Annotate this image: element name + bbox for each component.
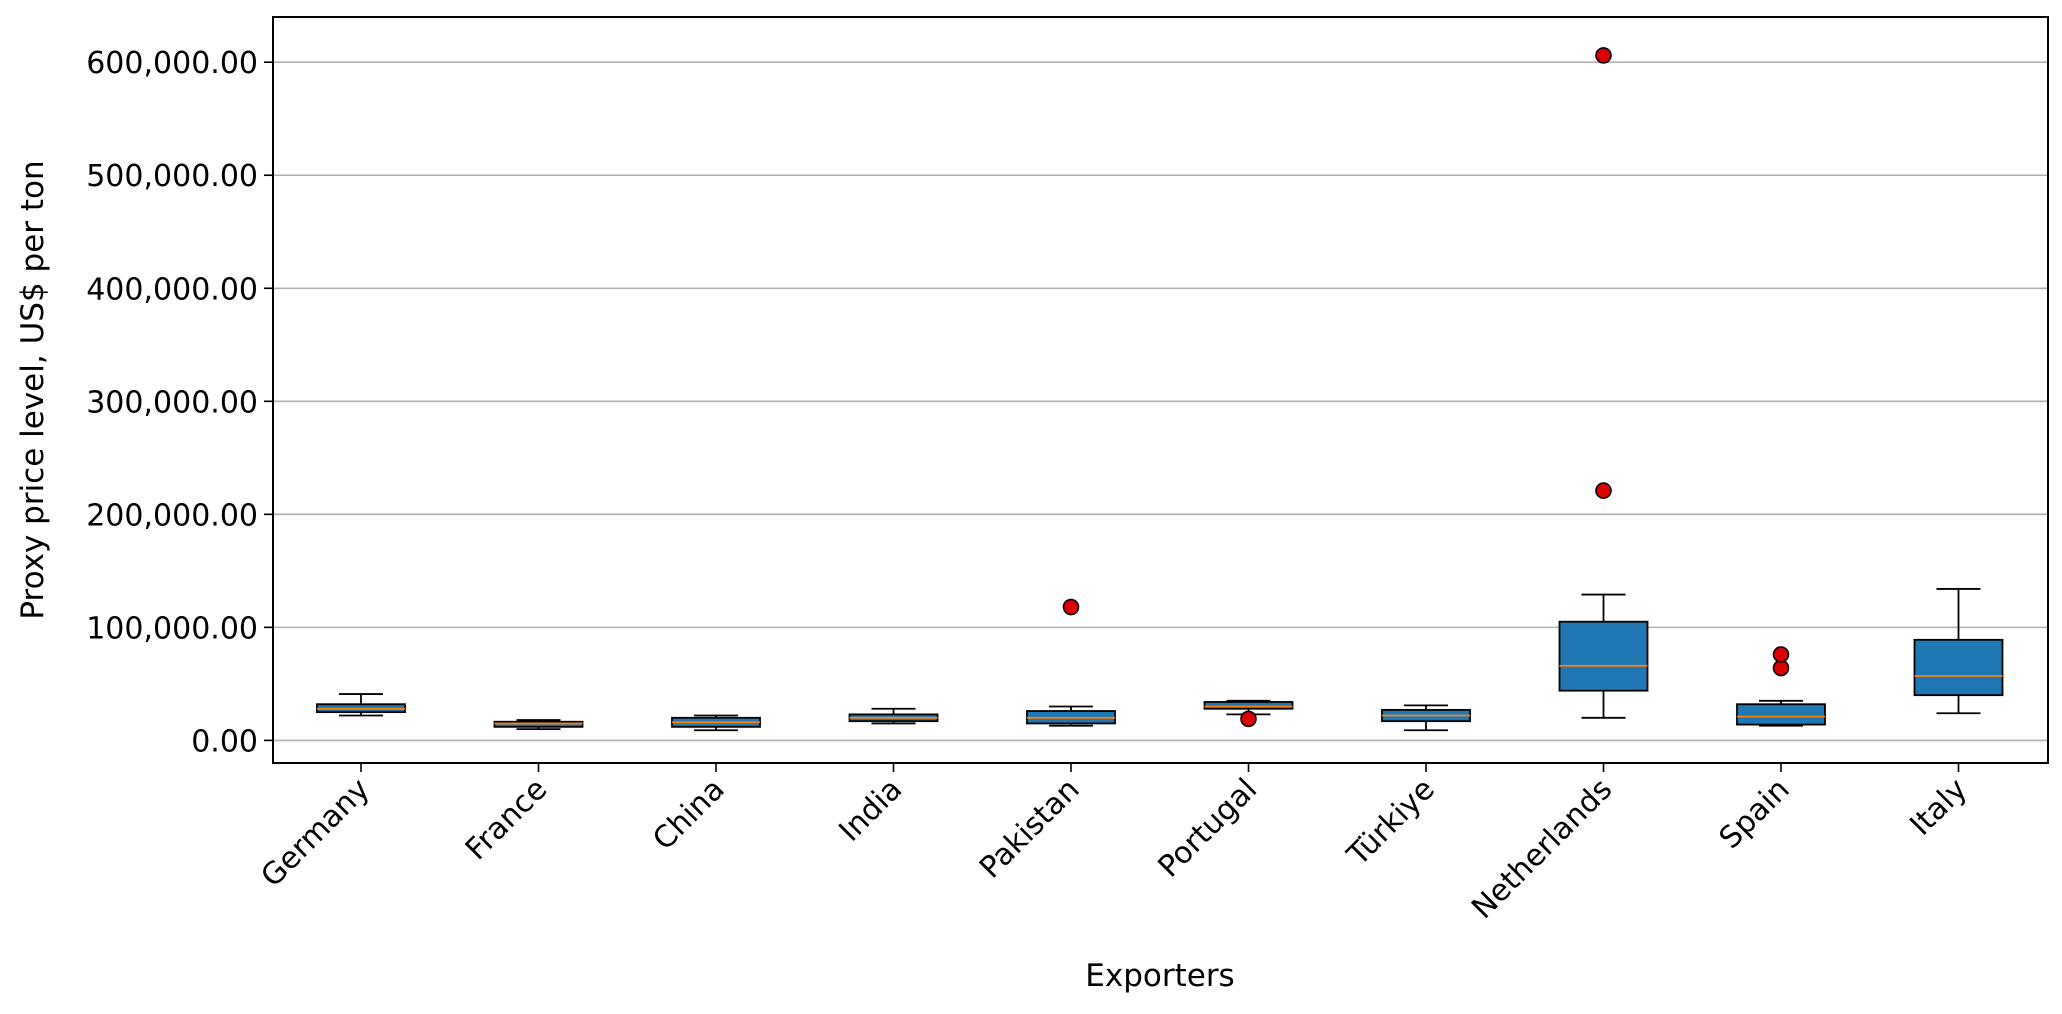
x-axis: Germany France China India Pakistan Portugal T…: [254, 763, 1974, 926]
y-tick-label: 0.00: [191, 724, 258, 759]
x-tick-label: Italy: [1903, 772, 1974, 843]
x-tick-label: Germany: [254, 772, 376, 894]
box-body: [1203, 701, 1294, 710]
outlier-point: [1240, 710, 1257, 728]
outlier-point: [1595, 482, 1612, 499]
y-tick-label: 400,000.00: [86, 272, 258, 307]
outlier-point: [1595, 47, 1612, 64]
box-china: [671, 714, 761, 732]
x-tick-label: Pakistan: [973, 772, 1087, 886]
x-tick-label: France: [459, 772, 554, 867]
box-india: [848, 707, 939, 725]
x-tick-label: China: [646, 772, 731, 857]
y-tick-label: 300,000.00: [86, 385, 258, 420]
outlier-point: [1772, 659, 1790, 677]
box-italy: [1913, 588, 2004, 715]
box-body: [1736, 703, 1826, 726]
box-pakistan: [1026, 598, 1116, 727]
boxes-layer: [316, 47, 2004, 732]
plot-frame: [272, 16, 2049, 764]
y-tick-label: 200,000.00: [86, 498, 258, 533]
outlier-point: [1772, 646, 1790, 663]
grid-lines: [273, 61, 2048, 742]
box-trkiye: [1381, 704, 1471, 732]
y-tick-label: 100,000.00: [86, 611, 258, 646]
box-france: [493, 719, 584, 730]
x-tick-label: India: [832, 772, 909, 849]
x-tick-label: Türkiye: [1340, 772, 1441, 873]
box-body: [1558, 620, 1649, 692]
outlier-point: [1062, 598, 1080, 616]
y-axis: 0.00 100,000.00 200,000.00 300,000.00 400,00…: [86, 46, 273, 759]
y-tick-label: 600,000.00: [86, 46, 258, 81]
x-tick-label: Netherlands: [1465, 772, 1619, 926]
y-tick-label: 500,000.00: [86, 159, 258, 194]
x-tick-label: Spain: [1713, 772, 1797, 856]
box-germany: [316, 693, 406, 717]
box-portugal: [1203, 699, 1294, 728]
x-axis-title: Exporters: [1085, 958, 1234, 994]
y-axis-title: Proxy price level, US$ per ton: [15, 160, 51, 619]
x-tick-label: Portugal: [1152, 772, 1265, 885]
box-body: [1913, 638, 2004, 697]
box-spain: [1736, 646, 1826, 727]
box-netherlands: [1558, 47, 1649, 719]
